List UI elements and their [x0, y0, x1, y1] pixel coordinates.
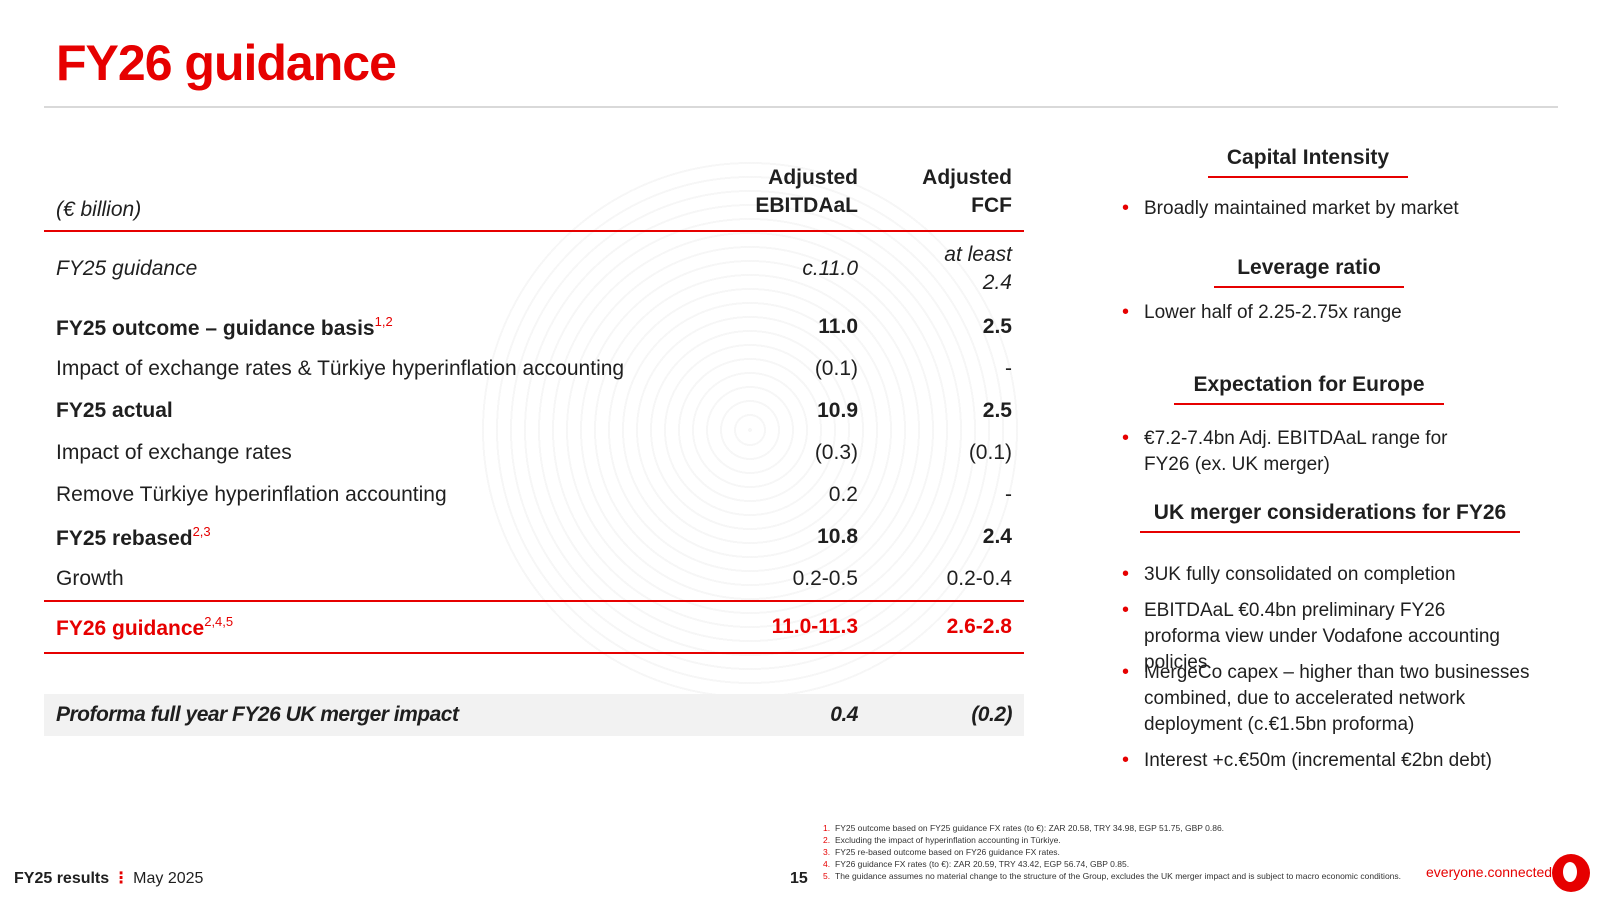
- footnote-ref: 2,4,5: [204, 613, 234, 629]
- table-header: (€ billion) Adjusted EBITDAaL Adjusted F…: [44, 150, 1024, 230]
- page-title: FY26 guidance: [56, 35, 397, 91]
- footnotes: 1. FY25 outcome based on FY25 guidance FX…: [823, 822, 1401, 882]
- title-divider: [44, 106, 1558, 108]
- unit-label: (€ billion): [56, 198, 142, 221]
- header-rule: [44, 230, 1024, 232]
- section-title-capital-intensity: Capital Intensity: [1208, 146, 1408, 178]
- bullet-uk-merger: 3UK fully consolidated on completion: [1122, 561, 1542, 588]
- bullet-capital-intensity: Broadly maintained market by market: [1122, 195, 1542, 222]
- section-title-uk-merger: UK merger considerations for FY26: [1140, 501, 1520, 533]
- footnote: 3. FY25 re-based outcome based on FY26 gu…: [823, 847, 1060, 857]
- footnote: 2. Excluding the impact of hyperinflation…: [823, 835, 1061, 845]
- table-row-fx-impact: Impact of exchange rates (0.3) (0.1): [56, 441, 1012, 464]
- background-watermark: [480, 160, 1020, 700]
- bullet-uk-merger: Interest +c.€50m (incremental €2bn debt): [1122, 747, 1542, 774]
- table-row-growth: Growth 0.2-0.5 0.2-0.4: [56, 567, 1012, 590]
- footnote: 1. FY25 outcome based on FY25 guidance FX…: [823, 823, 1225, 833]
- col-header-fcf: Adjusted FCF: [922, 166, 1012, 217]
- footnote: 5. The guidance assumes no material chang…: [823, 871, 1402, 881]
- vodafone-logo-icon: [1552, 854, 1590, 892]
- table-row-fy25-actual: FY25 actual 10.9 2.5: [56, 399, 1012, 422]
- row-divider: [44, 652, 1024, 654]
- col-header-ebitdaal: Adjusted EBITDAaL: [755, 166, 858, 217]
- brand-tagline: everyone.connected: [1426, 864, 1553, 880]
- footnote-ref: 1,2: [374, 313, 393, 329]
- table-row-proforma-uk-merger: Proforma full year FY26 UK merger impact…: [44, 694, 1024, 736]
- table-row-fy26-guidance: FY26 guidance2,4,5 11.0-11.3 2.6-2.8: [56, 613, 1012, 640]
- table-row-fy25-outcome: FY25 outcome – guidance basis1,2 11.0 2.…: [56, 313, 1012, 340]
- page-number: 15: [790, 870, 808, 887]
- footnote-ref: 2,3: [192, 523, 211, 539]
- guidance-table: (€ billion) Adjusted EBITDAaL Adjusted F…: [44, 150, 1024, 736]
- table-row-remove-hyperinflation: Remove Türkiye hyperinflation accounting…: [56, 483, 1012, 506]
- footnote: 4. FY26 guidance FX rates (to €): ZAR 20.…: [823, 859, 1130, 869]
- table-row-fx-hyperinflation: Impact of exchange rates & Türkiye hyper…: [56, 357, 1012, 380]
- section-title-leverage-ratio: Leverage ratio: [1214, 256, 1404, 288]
- table-row-fy25-guidance: FY25 guidance c.11.0 at least 2.4: [56, 243, 1012, 294]
- bullet-uk-merger: MergeCo capex – higher than two business…: [1122, 659, 1542, 738]
- row-divider: [44, 600, 1024, 602]
- bullet-leverage-ratio: Lower half of 2.25-2.75x range: [1122, 299, 1542, 326]
- bullet-europe: €7.2-7.4bn Adj. EBITDAaL range for FY26 …: [1122, 425, 1492, 478]
- section-title-expectation-europe: Expectation for Europe: [1174, 373, 1444, 405]
- table-row-fy25-rebased: FY25 rebased2,3 10.8 2.4: [56, 523, 1012, 550]
- footer-brand: FY25 results ⋮ May 2025: [14, 870, 204, 887]
